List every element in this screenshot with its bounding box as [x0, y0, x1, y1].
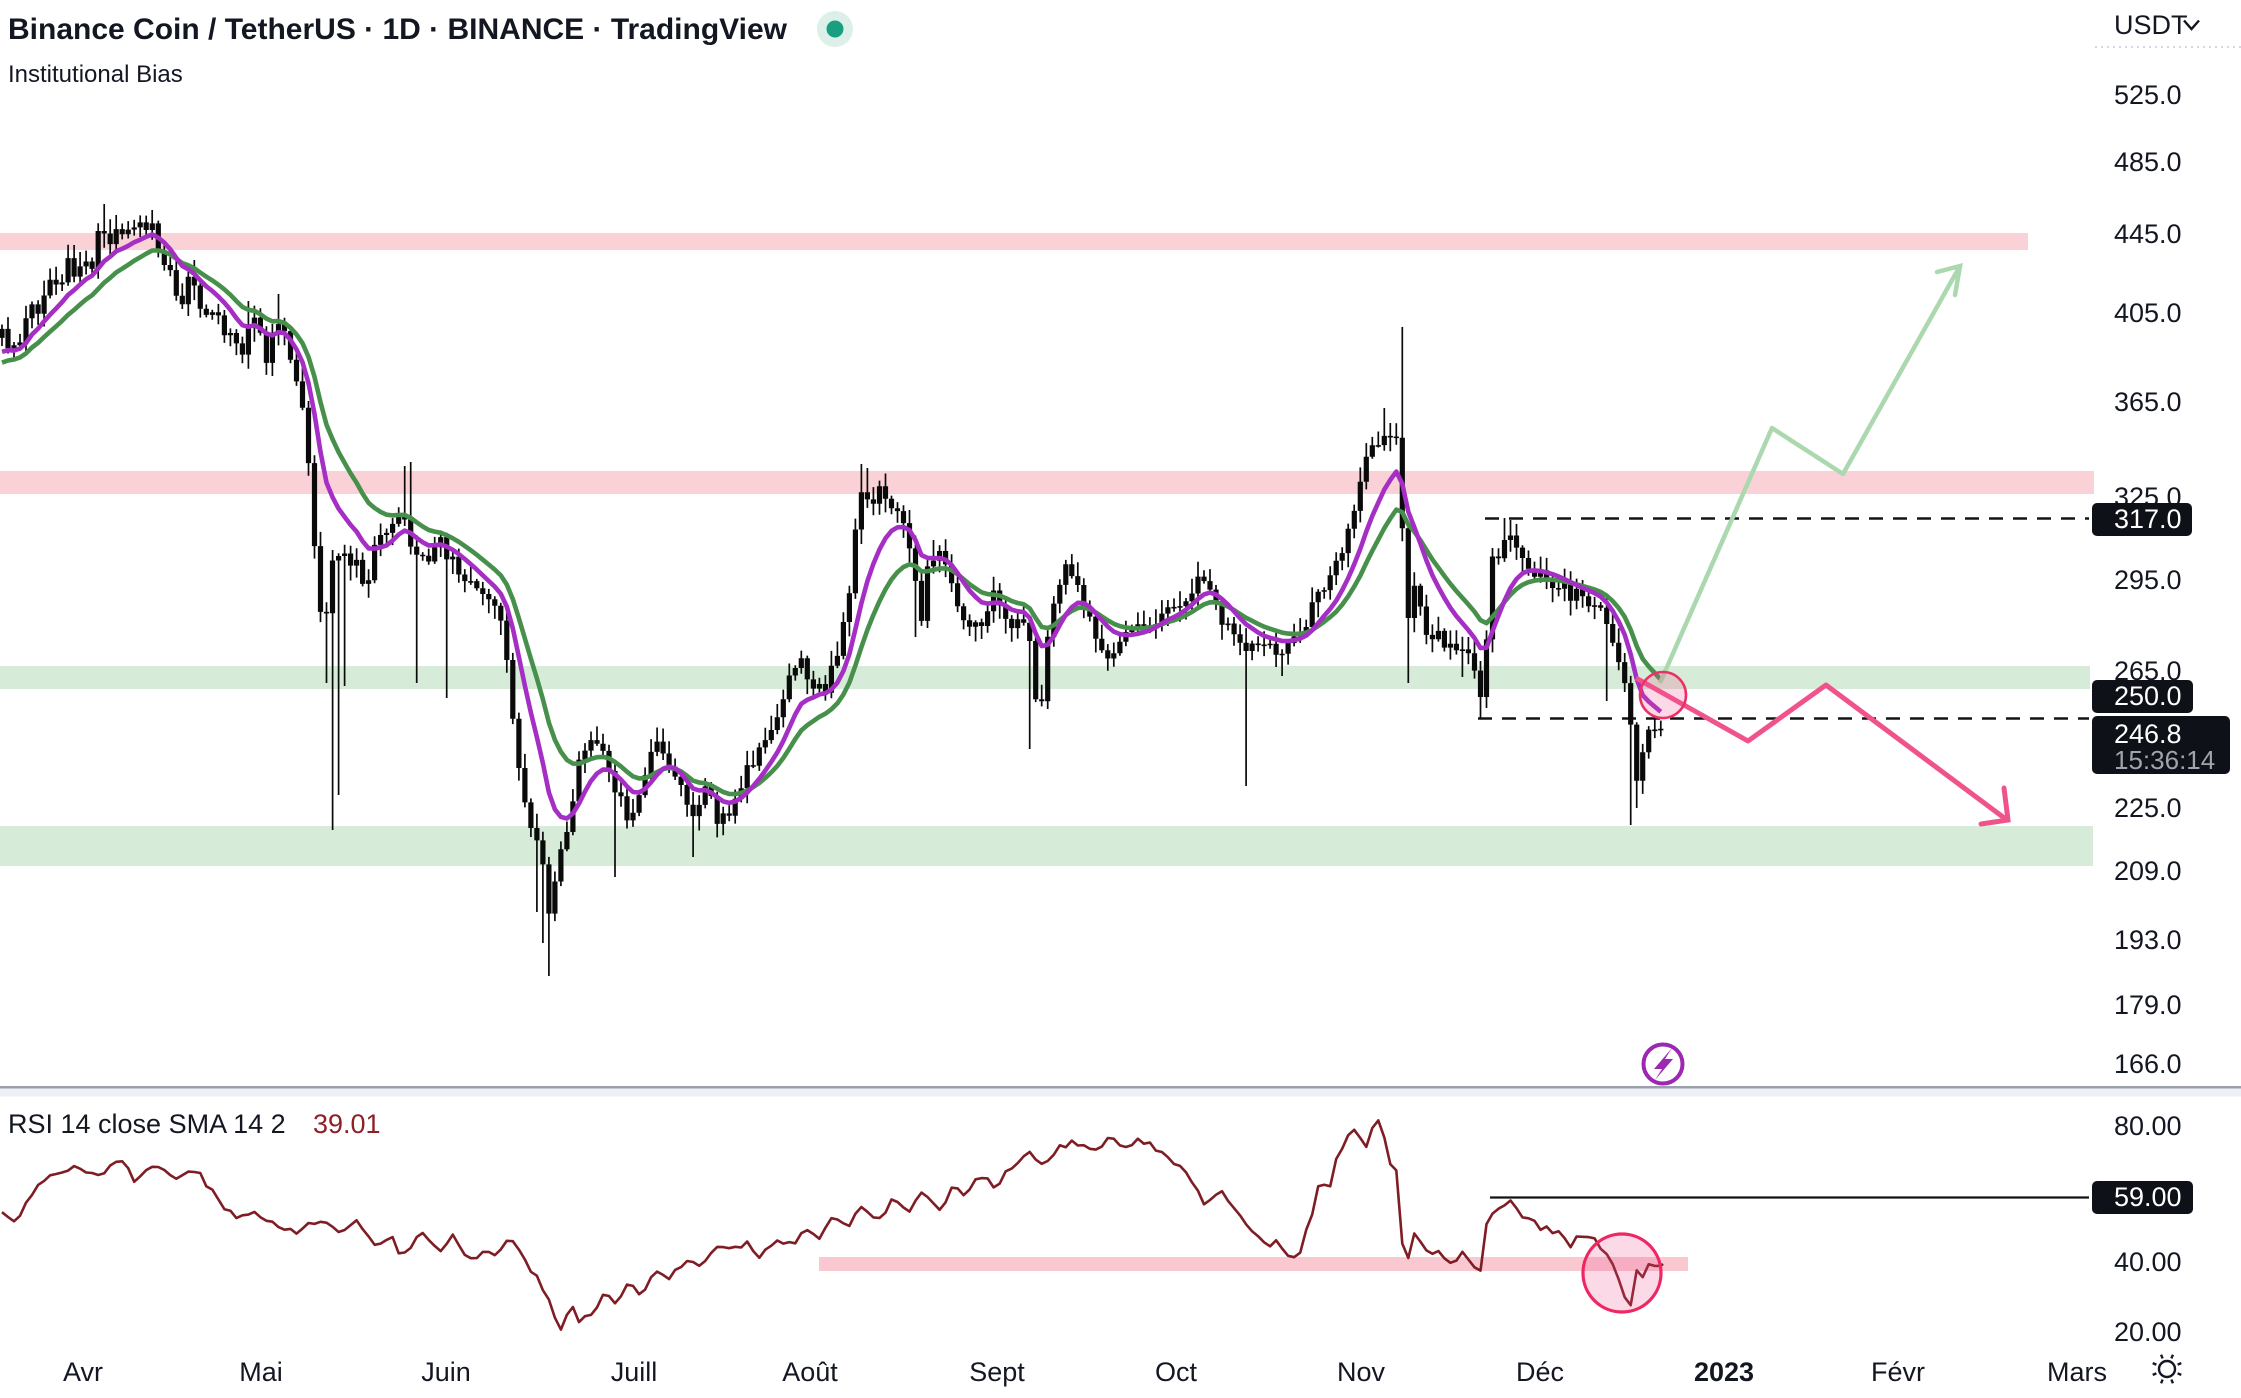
- svg-text:2023: 2023: [1694, 1357, 1754, 1387]
- svg-text:Août: Août: [782, 1357, 838, 1387]
- svg-text:Avr: Avr: [63, 1357, 103, 1387]
- svg-text:Févr: Févr: [1871, 1357, 1925, 1387]
- svg-text:USDT: USDT: [2114, 10, 2188, 40]
- svg-text:525.0: 525.0: [2114, 80, 2182, 110]
- svg-text:166.0: 166.0: [2114, 1049, 2182, 1079]
- svg-text:193.0: 193.0: [2114, 925, 2182, 955]
- svg-text:405.0: 405.0: [2114, 298, 2182, 328]
- svg-text:Déc: Déc: [1516, 1357, 1564, 1387]
- svg-text:Oct: Oct: [1155, 1357, 1198, 1387]
- svg-text:225.0: 225.0: [2114, 793, 2182, 823]
- svg-text:485.0: 485.0: [2114, 147, 2182, 177]
- svg-text:179.0: 179.0: [2114, 990, 2182, 1020]
- svg-text:445.0: 445.0: [2114, 219, 2182, 249]
- svg-text:246.8: 246.8: [2114, 719, 2182, 749]
- svg-text:250.0: 250.0: [2114, 681, 2182, 711]
- svg-text:Binance Coin / TetherUS · 1D ·: Binance Coin / TetherUS · 1D · BINANCE ·…: [8, 13, 788, 46]
- svg-text:15:36:14: 15:36:14: [2114, 745, 2215, 775]
- svg-text:Nov: Nov: [1337, 1357, 1386, 1387]
- svg-text:39.01: 39.01: [313, 1109, 381, 1139]
- svg-text:Sept: Sept: [969, 1357, 1025, 1387]
- svg-text:365.0: 365.0: [2114, 387, 2182, 417]
- svg-text:RSI 14 close SMA 14 2: RSI 14 close SMA 14 2: [8, 1109, 286, 1139]
- svg-text:209.0: 209.0: [2114, 856, 2182, 886]
- svg-text:Mars: Mars: [2047, 1357, 2107, 1387]
- svg-text:20.00: 20.00: [2114, 1317, 2182, 1347]
- svg-text:59.00: 59.00: [2114, 1182, 2182, 1212]
- svg-text:40.00: 40.00: [2114, 1247, 2182, 1277]
- svg-text:80.00: 80.00: [2114, 1111, 2182, 1141]
- svg-text:295.0: 295.0: [2114, 565, 2182, 595]
- svg-text:317.0: 317.0: [2114, 504, 2182, 534]
- svg-text:Juill: Juill: [611, 1357, 658, 1387]
- svg-text:Institutional Bias: Institutional Bias: [8, 61, 183, 88]
- svg-text:Mai: Mai: [239, 1357, 283, 1387]
- svg-text:Juin: Juin: [421, 1357, 471, 1387]
